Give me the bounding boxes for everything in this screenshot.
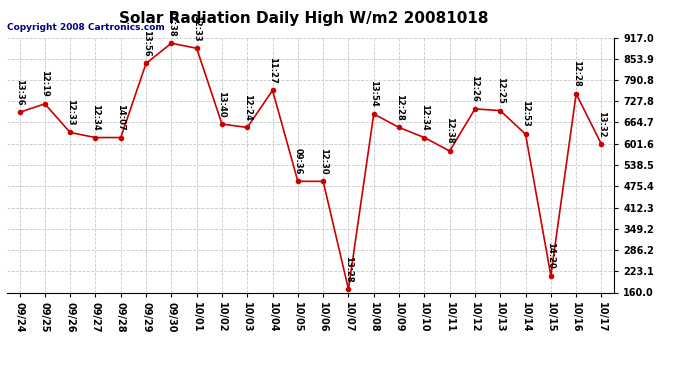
Text: 12:33: 12:33 bbox=[66, 99, 75, 126]
Text: 12:25: 12:25 bbox=[495, 77, 505, 104]
Text: Solar Radiation Daily High W/m2 20081018: Solar Radiation Daily High W/m2 20081018 bbox=[119, 11, 489, 26]
Text: 14:07: 14:07 bbox=[116, 104, 126, 130]
Text: 12:53: 12:53 bbox=[521, 100, 530, 127]
Text: 12:30: 12:30 bbox=[319, 148, 328, 174]
Text: 13:36: 13:36 bbox=[15, 79, 24, 105]
Text: 13:40: 13:40 bbox=[217, 90, 226, 117]
Text: 13:56: 13:56 bbox=[141, 30, 150, 57]
Text: 12:38: 12:38 bbox=[167, 10, 176, 36]
Text: 09:36: 09:36 bbox=[293, 148, 302, 174]
Text: 12:38: 12:38 bbox=[445, 117, 454, 144]
Text: 12:34: 12:34 bbox=[91, 104, 100, 130]
Text: 12:33: 12:33 bbox=[192, 15, 201, 41]
Text: 13:32: 13:32 bbox=[597, 111, 606, 137]
Text: 12:19: 12:19 bbox=[40, 70, 50, 97]
Text: 12:24: 12:24 bbox=[243, 94, 252, 120]
Text: 12:26: 12:26 bbox=[471, 75, 480, 102]
Text: 13:54: 13:54 bbox=[369, 80, 378, 107]
Text: 13:28: 13:28 bbox=[344, 255, 353, 282]
Text: 12:34: 12:34 bbox=[420, 104, 429, 130]
Text: 11:27: 11:27 bbox=[268, 57, 277, 84]
Text: Copyright 2008 Cartronics.com: Copyright 2008 Cartronics.com bbox=[7, 23, 165, 32]
Text: 12:28: 12:28 bbox=[571, 60, 581, 87]
Text: 12:28: 12:28 bbox=[395, 94, 404, 120]
Text: 14:20: 14:20 bbox=[546, 242, 555, 269]
